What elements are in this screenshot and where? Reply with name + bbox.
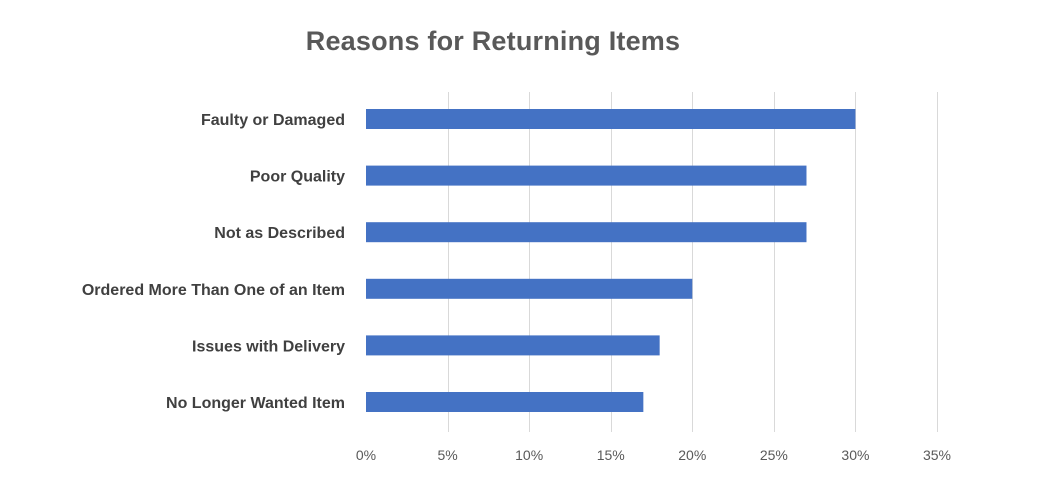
gridlines [448, 92, 938, 432]
bar [366, 278, 693, 299]
category-label: Issues with Delivery [192, 338, 345, 355]
bar [366, 392, 644, 412]
x-axis-tick-labels: 0% 5% 10% 15% 20% 25% 30% 35% [356, 447, 951, 463]
category-labels: Faulty or Damaged Poor Quality Not as Desc… [82, 112, 345, 412]
x-tick-label: 20% [678, 447, 706, 463]
bar [366, 335, 660, 356]
x-tick-label: 35% [923, 447, 951, 463]
x-tick-label: 15% [597, 447, 625, 463]
bar [366, 109, 856, 129]
category-label: Not as Described [214, 225, 345, 242]
chart-title: Reasons for Returning Items [305, 26, 681, 56]
x-tick-label: 0% [356, 447, 376, 463]
category-label: Poor Quality [250, 169, 345, 186]
x-tick-label: 25% [760, 447, 788, 463]
bar [366, 222, 807, 243]
bars [366, 109, 856, 412]
x-tick-label: 30% [841, 447, 869, 463]
x-tick-label: 5% [437, 447, 457, 463]
category-label: Ordered More Than One of an Item [82, 282, 345, 299]
x-tick-label: 10% [515, 447, 543, 463]
category-label: Faulty or Damaged [201, 112, 345, 129]
bar [366, 165, 807, 186]
category-label: No Longer Wanted Item [166, 395, 345, 412]
